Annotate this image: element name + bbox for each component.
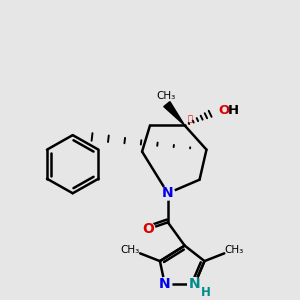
Polygon shape bbox=[164, 102, 185, 125]
Text: H: H bbox=[200, 286, 210, 298]
Circle shape bbox=[158, 278, 172, 291]
Circle shape bbox=[188, 278, 202, 291]
Text: O: O bbox=[218, 104, 230, 117]
Text: N: N bbox=[189, 278, 200, 291]
Text: CH₃: CH₃ bbox=[156, 92, 176, 101]
Text: CH₃: CH₃ bbox=[225, 245, 244, 255]
Circle shape bbox=[141, 222, 155, 236]
Circle shape bbox=[161, 187, 175, 200]
Text: CH₃: CH₃ bbox=[121, 245, 140, 255]
Text: ⌒: ⌒ bbox=[187, 114, 192, 123]
Text: N: N bbox=[162, 186, 174, 200]
Text: N: N bbox=[159, 278, 171, 291]
Text: H: H bbox=[227, 104, 239, 117]
Circle shape bbox=[220, 102, 240, 122]
Text: O: O bbox=[142, 222, 154, 236]
